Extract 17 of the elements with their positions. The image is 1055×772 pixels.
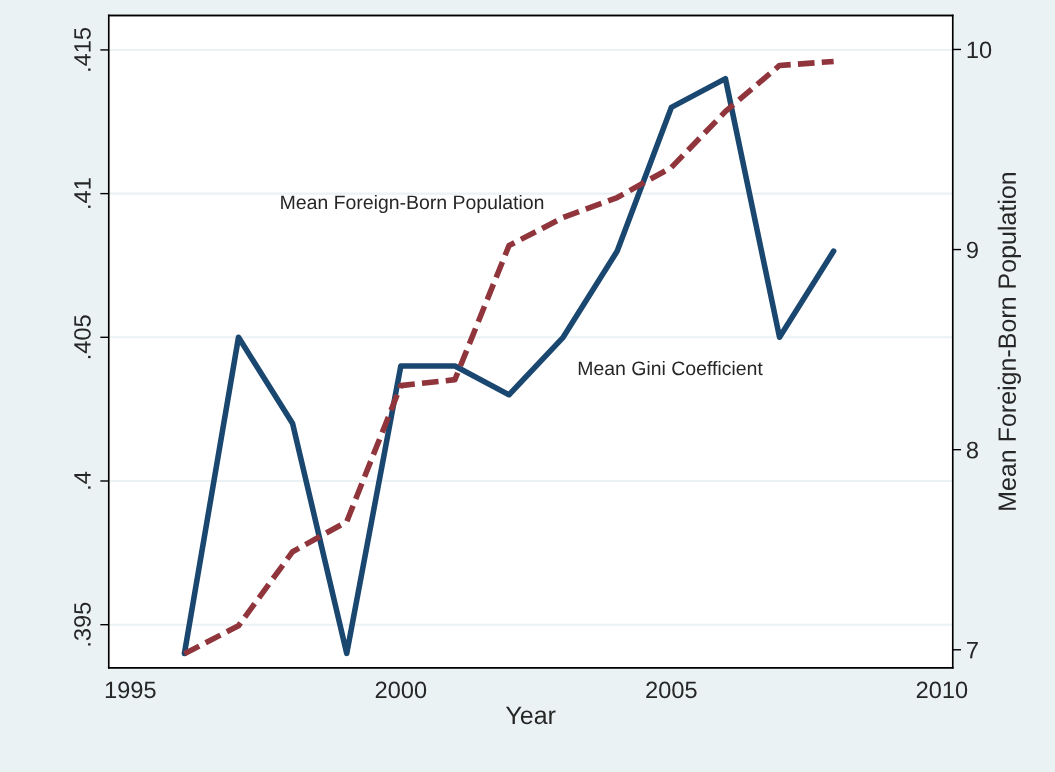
y-tick-label: .415: [74, 27, 91, 71]
y2-tick-label: 7: [967, 642, 978, 659]
y-tick-label: .41: [74, 178, 91, 208]
x-tick-label: 2000: [375, 681, 427, 699]
x-tick-label: 1995: [105, 681, 156, 699]
y2-tick-label: 10: [967, 41, 992, 59]
annotation: Mean Gini Coefficient: [578, 360, 763, 376]
x-tick-label: 2010: [916, 681, 968, 699]
y-tick-label: .405: [74, 315, 91, 359]
x-axis-title: Year: [505, 706, 556, 725]
y-tick-label: .395: [74, 602, 91, 646]
y2-tick-label: 8: [966, 441, 978, 459]
y2-axis-title: Mean Foreign-Born Population: [997, 172, 1021, 510]
y-tick-label: .4: [74, 471, 91, 489]
y2-tick-label: 9: [966, 241, 978, 259]
annotation: Mean Foreign-Born Population: [281, 194, 544, 214]
x-tick-label: 2005: [646, 681, 697, 699]
